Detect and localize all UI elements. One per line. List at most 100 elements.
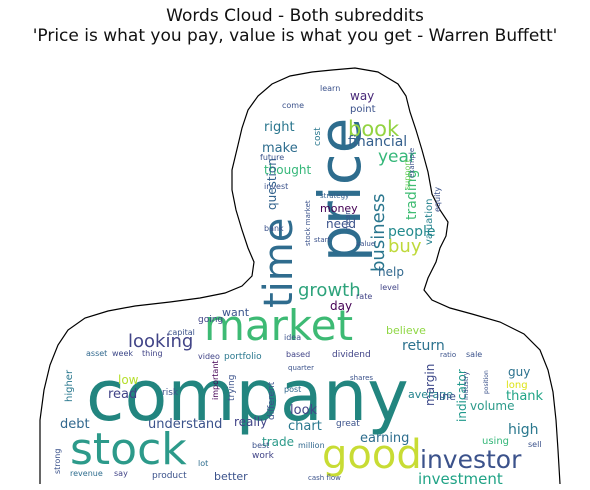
cloud-word-buy: buy bbox=[388, 236, 422, 257]
cloud-word-time: time bbox=[256, 218, 302, 308]
cloud-word-product: product bbox=[152, 471, 187, 481]
cloud-word-week: week bbox=[112, 349, 133, 358]
cloud-word-company: company bbox=[86, 355, 409, 437]
title-line-1: Words Cloud - Both subreddits bbox=[166, 6, 424, 26]
cloud-word-business: business bbox=[368, 194, 389, 272]
cloud-word-risk: risk bbox=[162, 388, 179, 398]
cloud-word-invest: invest bbox=[264, 182, 288, 191]
cloud-word-future: future bbox=[260, 153, 284, 162]
cloud-word-cash-flow: cash flow bbox=[308, 474, 341, 482]
cloud-word-idea: idea bbox=[284, 333, 301, 342]
cloud-word-look: look bbox=[290, 403, 318, 418]
cloud-word-looking: looking bbox=[128, 331, 193, 352]
cloud-word-stock: stock bbox=[70, 424, 187, 475]
cloud-word-chart: chart bbox=[288, 419, 322, 434]
cloud-word-shares: shares bbox=[350, 374, 373, 382]
cloud-word-high: high bbox=[508, 422, 539, 438]
cloud-word-right: right bbox=[264, 120, 295, 135]
cloud-word-trade: trade bbox=[262, 435, 294, 449]
cloud-word-investor: investor bbox=[420, 445, 522, 474]
cloud-word-say: say bbox=[114, 469, 128, 478]
cloud-word-point: point bbox=[350, 104, 376, 115]
cloud-word-capital: capital bbox=[168, 328, 195, 337]
cloud-word-equity: equity bbox=[433, 187, 442, 212]
cloud-word-based: based bbox=[286, 350, 310, 359]
cloud-word-level: level bbox=[380, 283, 399, 292]
cloud-word-ratio: ratio bbox=[440, 351, 456, 359]
cloud-word-day: day bbox=[330, 299, 352, 313]
cloud-word-average: average bbox=[408, 388, 453, 401]
cloud-word-example: example bbox=[408, 148, 416, 178]
cloud-word-rate: rate bbox=[356, 292, 372, 301]
cloud-word-trying: trying bbox=[227, 375, 237, 401]
cloud-word-thought: thought bbox=[264, 163, 311, 177]
title-line-2: 'Price is what you pay, value is what yo… bbox=[32, 26, 558, 46]
cloud-word-bank: bank bbox=[264, 224, 284, 233]
cloud-word-better: better bbox=[214, 470, 248, 483]
cloud-word-thank: thank bbox=[506, 389, 544, 404]
cloud-word-post: post bbox=[284, 385, 301, 394]
cloud-word-way: way bbox=[350, 89, 374, 103]
cloud-word-support: support bbox=[403, 159, 412, 190]
cloud-word-growth: growth bbox=[298, 280, 361, 301]
cloud-word-line: line bbox=[436, 390, 456, 403]
cloud-word-long: long bbox=[506, 380, 528, 391]
cloud-word-cost: cost bbox=[313, 127, 323, 146]
cloud-word-book: book bbox=[348, 117, 400, 141]
cloud-word-dividend: dividend bbox=[332, 350, 371, 360]
chart-title: Words Cloud - Both subreddits 'Price is … bbox=[0, 6, 590, 46]
cloud-word-million: million bbox=[298, 441, 325, 450]
silhouette-outline bbox=[39, 67, 561, 485]
cloud-word-quarter: quarter bbox=[288, 364, 314, 372]
cloud-word-want: want bbox=[222, 306, 250, 319]
cloud-word-low: low bbox=[118, 373, 139, 387]
cloud-word-industry: industry bbox=[462, 371, 470, 400]
cloud-word-best: best bbox=[252, 441, 269, 450]
cloud-word-return: return bbox=[402, 338, 445, 354]
cloud-word-year: year bbox=[378, 147, 416, 167]
cloud-word-asset: asset bbox=[86, 349, 107, 358]
cloud-word-volume: volume bbox=[470, 399, 514, 413]
cloud-word-people: people bbox=[388, 224, 435, 240]
cloud-word-understand: understand bbox=[148, 417, 222, 432]
cloud-word-debt: debt bbox=[60, 417, 90, 432]
cloud-word-higher: higher bbox=[64, 369, 75, 402]
cloud-word-learn: learn bbox=[320, 84, 340, 93]
cloud-word-come: come bbox=[282, 101, 304, 110]
cloud-word-work: work bbox=[252, 451, 275, 461]
cloud-word-lot: lot bbox=[198, 459, 208, 468]
cloud-word-stock-market: stock market bbox=[304, 200, 312, 246]
cloud-word-going: going bbox=[198, 315, 223, 325]
cloud-word-strong: strong bbox=[53, 449, 62, 474]
cloud-word-indicator: indicator bbox=[455, 369, 469, 422]
cloud-word-position: position bbox=[483, 370, 490, 394]
cloud-word-strategy: strategy bbox=[320, 192, 349, 200]
cloud-word-different: different bbox=[267, 381, 277, 420]
cloud-word-guy: guy bbox=[508, 365, 530, 379]
cloud-word-really: really bbox=[234, 415, 267, 429]
cloud-word-thing: thing bbox=[142, 349, 163, 358]
cloud-word-margin: margin bbox=[423, 364, 437, 406]
cloud-word-great: great bbox=[336, 419, 360, 429]
cloud-word-mean: mean bbox=[344, 210, 352, 230]
cloud-word-need: need bbox=[326, 217, 356, 231]
cloud-word-investment: investment bbox=[418, 470, 503, 488]
cloud-word-sell: sell bbox=[528, 440, 542, 449]
cloud-word-trading: trading bbox=[404, 170, 420, 220]
cloud-word-revenue: revenue bbox=[70, 469, 103, 478]
cloud-word-valuation: valuation bbox=[424, 199, 435, 245]
cloud-word-make: make bbox=[262, 141, 298, 156]
cloud-word-value: value bbox=[356, 240, 375, 248]
cloud-word-portfolio: portfolio bbox=[224, 352, 262, 362]
cloud-word-important: important bbox=[211, 360, 220, 400]
cloud-word-help: help bbox=[378, 265, 404, 279]
cloud-word-market: market bbox=[204, 301, 353, 350]
cloud-word-believe: believe bbox=[386, 324, 426, 337]
cloud-word-financial: financial bbox=[348, 134, 407, 150]
cloud-word-start: start bbox=[314, 236, 331, 244]
cloud-word-price: price bbox=[306, 118, 374, 262]
cloud-word-sale: sale bbox=[466, 350, 482, 359]
cloud-word-earning: earning bbox=[360, 431, 409, 446]
cloud-word-good: good bbox=[322, 432, 422, 478]
cloud-word-video: video bbox=[198, 352, 220, 361]
